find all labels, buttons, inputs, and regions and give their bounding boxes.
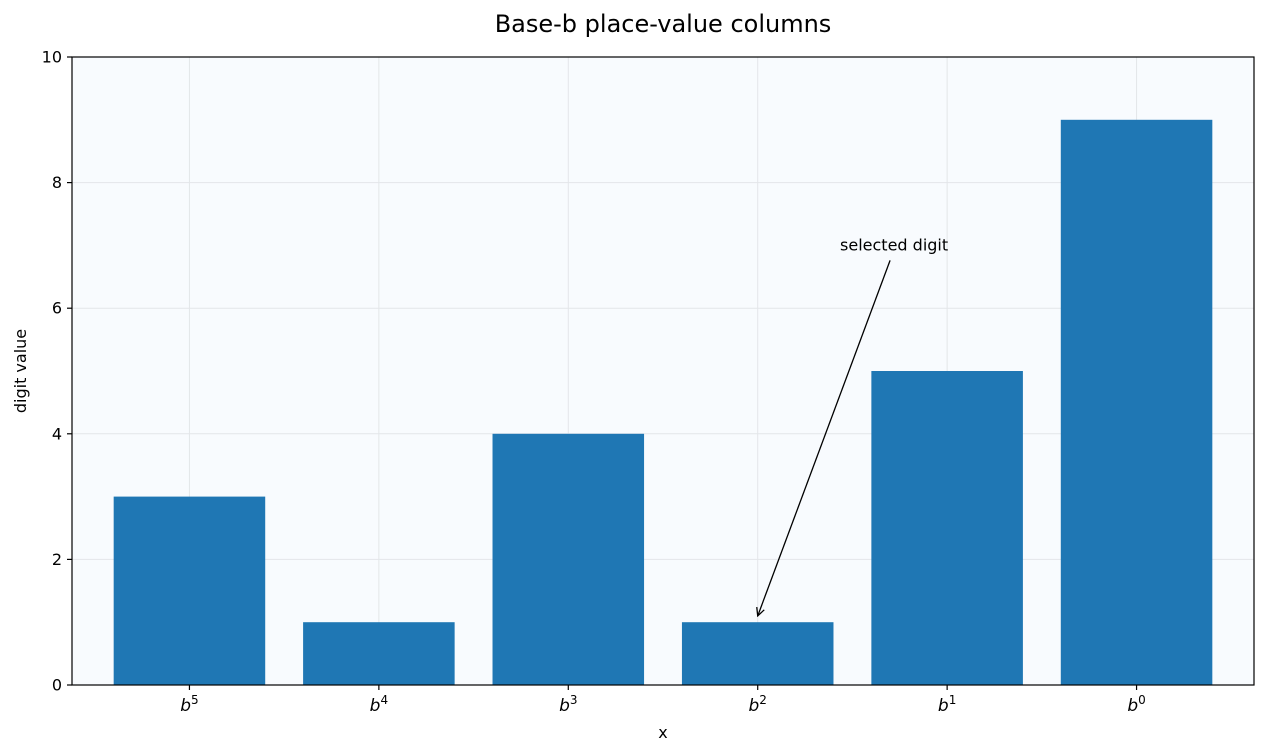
bar bbox=[492, 433, 645, 685]
y-tick-label: 8 bbox=[52, 173, 62, 192]
x-tick-exponent: 2 bbox=[759, 693, 767, 707]
x-tick-base: b bbox=[748, 696, 759, 716]
x-tick-exponent: 1 bbox=[949, 693, 957, 707]
y-tick-label: 2 bbox=[52, 550, 62, 569]
x-tick-label: b1 bbox=[938, 693, 956, 716]
bar bbox=[681, 622, 834, 685]
bar bbox=[113, 496, 266, 685]
y-axis-label: digit value bbox=[11, 329, 30, 413]
annotation-label: selected digit bbox=[840, 235, 948, 254]
annotation: selected digit bbox=[758, 235, 948, 616]
x-axis-label: x bbox=[658, 723, 667, 742]
bar bbox=[303, 622, 455, 685]
y-tick-label: 10 bbox=[42, 48, 62, 67]
x-tick-base: b bbox=[1127, 696, 1138, 716]
x-tick-exponent: 4 bbox=[380, 693, 388, 707]
x-tick-exponent: 3 bbox=[570, 693, 578, 707]
annotation-arrow bbox=[758, 260, 891, 616]
x-tick-label: b0 bbox=[1127, 693, 1145, 716]
x-tick-exponent: 0 bbox=[1138, 693, 1146, 707]
y-tick-label: 0 bbox=[52, 676, 62, 695]
plot-area bbox=[72, 57, 1254, 685]
bar bbox=[871, 371, 1023, 685]
x-axis-ticks: b5 b4 b3 b2 b1 b0 bbox=[180, 685, 1146, 716]
y-tick-label: 6 bbox=[52, 299, 62, 318]
x-tick-label: b3 bbox=[559, 693, 577, 716]
bar bbox=[1060, 119, 1213, 686]
x-tick-label: b4 bbox=[370, 693, 388, 716]
x-tick-label: b2 bbox=[748, 693, 766, 716]
y-axis-ticks: 0 2 4 6 8 10 bbox=[42, 48, 72, 695]
x-tick-exponent: 5 bbox=[191, 693, 199, 707]
x-tick-base: b bbox=[180, 696, 191, 716]
x-tick-base: b bbox=[370, 696, 381, 716]
x-tick-base: b bbox=[559, 696, 570, 716]
plot-frame bbox=[71, 56, 1255, 686]
x-tick-label: b5 bbox=[180, 693, 198, 716]
bars bbox=[113, 119, 1213, 686]
chart-title: Base-b place-value columns bbox=[495, 10, 832, 38]
y-tick-label: 4 bbox=[52, 424, 62, 443]
x-tick-base: b bbox=[938, 696, 949, 716]
